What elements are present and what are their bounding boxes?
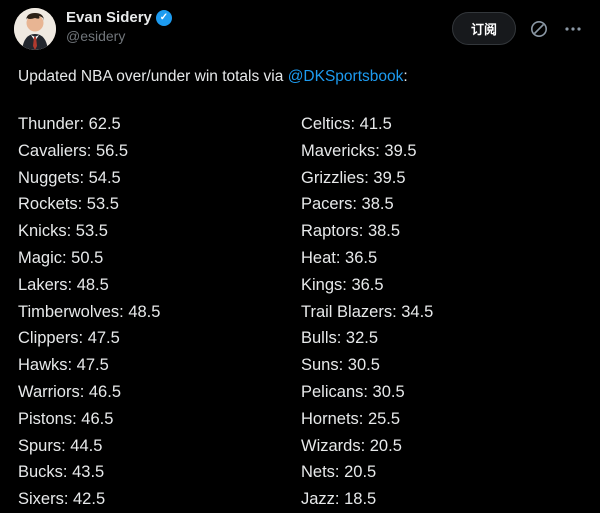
subscribe-button[interactable]: 订阅: [451, 12, 516, 45]
team-row: Timberwolves: 48.5: [18, 302, 161, 321]
author-block: Evan Sidery ✓ @esidery: [66, 8, 452, 44]
team-row: Bulls: 32.5: [301, 329, 379, 348]
team-row: Celtics: 41.5: [301, 115, 392, 133]
team-row: Lakers: 48.5: [18, 275, 109, 294]
avatar-illustration: [14, 8, 56, 50]
team-row: Spurs: 44.5: [18, 436, 103, 455]
team-row: Mavericks: 39.5: [301, 141, 417, 160]
grok-icon[interactable]: [528, 18, 550, 40]
user-handle[interactable]: @esidery: [66, 28, 126, 44]
win-totals-list: Thunder: 62.5 Cavaliers: 56.5 Nuggets: 54.…: [18, 111, 584, 513]
team-row: Nets: 20.5: [301, 463, 377, 482]
more-ellipsis-icon[interactable]: [562, 18, 584, 40]
team-row: Bucks: 43.5: [18, 463, 105, 482]
team-row: Kings: 36.5: [301, 275, 384, 294]
team-row: Pistons: 46.5: [18, 409, 114, 428]
team-row: Wizards: 20.5: [301, 436, 402, 455]
team-row: Hawks: 47.5: [18, 356, 109, 375]
team-row: Magic: 50.5: [18, 248, 104, 267]
header-actions: 订阅: [451, 8, 584, 45]
display-name[interactable]: Evan Sidery: [66, 9, 152, 26]
team-row: Warriors: 46.5: [18, 382, 121, 401]
team-row: Suns: 30.5: [301, 356, 380, 375]
team-row: Pacers: 38.5: [301, 195, 394, 214]
team-row: Grizzlies: 39.5: [301, 168, 406, 187]
tweet-text: Updated NBA over/under win totals via @D…: [18, 66, 584, 87]
team-row: Jazz: 18.5: [301, 490, 377, 509]
team-row: Raptors: 38.5: [301, 222, 401, 241]
verified-badge-icon: ✓: [155, 9, 172, 26]
team-list-left-column: Thunder: 62.5 Cavaliers: 56.5 Nuggets: 54.…: [18, 111, 301, 513]
team-row: Knicks: 53.5: [18, 222, 108, 241]
team-row: Pelicans: 30.5: [301, 382, 405, 401]
team-row: Rockets: 53.5: [18, 195, 119, 214]
team-row: Cavaliers: 56.5: [18, 141, 129, 160]
tweet-text-suffix: :: [403, 68, 408, 85]
team-list-right-column: Celtics: 41.5 Mavericks: 39.5 Grizzlies: 3…: [301, 111, 584, 513]
team-row: Hornets: 25.5: [301, 409, 401, 428]
team-row: Thunder: 62.5: [18, 115, 121, 133]
team-row: Trail Blazers: 34.5: [301, 302, 434, 321]
tweet-text-prefix: Updated NBA over/under win totals via: [18, 68, 288, 85]
team-row: Nuggets: 54.5: [18, 168, 121, 187]
tweet-header: Evan Sidery ✓ @esidery 订阅: [14, 8, 584, 50]
avatar[interactable]: [14, 8, 56, 50]
team-row: Sixers: 42.5: [18, 490, 106, 509]
team-row: Heat: 36.5: [301, 248, 378, 267]
dksportsbook-link[interactable]: @DKSportsbook: [287, 68, 404, 85]
team-row: Clippers: 47.5: [18, 329, 120, 348]
